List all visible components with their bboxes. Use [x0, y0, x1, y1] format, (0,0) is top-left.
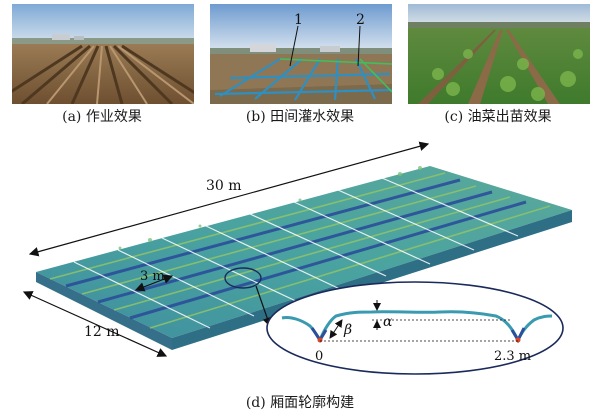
alpha-label: α: [383, 314, 393, 330]
caption-b: (b) 田间灌水效果: [245, 109, 355, 125]
selection-ellipse: [224, 267, 262, 289]
length-label: 30 m: [206, 178, 242, 194]
beta-label: β: [343, 322, 352, 338]
marker-2: 2: [356, 12, 365, 28]
photo-a-work-effect: [12, 4, 194, 104]
bed-profile-model: 30 m 12 m 3 m β α 0 2.3 m: [22, 141, 572, 375]
caption-a: (a) 作业效果: [62, 109, 142, 125]
profile-inset: β α 0 2.3 m: [266, 281, 564, 375]
width-label: 12 m: [84, 324, 120, 340]
photo-b-irrigation-effect: 1 2: [210, 4, 392, 104]
bed-width-label: 3 m: [140, 269, 165, 284]
profile-end-label: 2.3 m: [494, 349, 531, 364]
caption-d: (d) 厢面轮廓构建: [245, 395, 355, 411]
marker-1: 1: [294, 12, 303, 28]
photo-c-rapeseed-emergence: [408, 4, 590, 104]
profile-origin-label: 0: [315, 349, 323, 364]
caption-c: (c) 油菜出苗效果: [444, 109, 552, 125]
